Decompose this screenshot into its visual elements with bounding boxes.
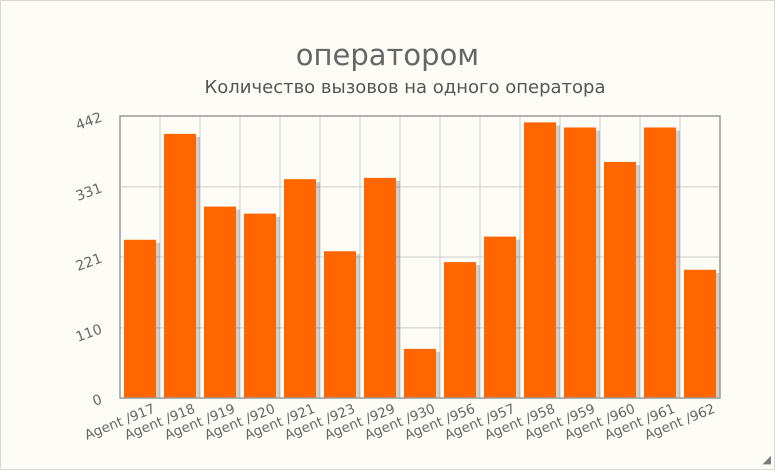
- bar: [244, 213, 276, 398]
- bar: [444, 262, 476, 398]
- y-tick-label: 331: [74, 181, 105, 205]
- bar: [604, 161, 636, 398]
- bar: [684, 269, 716, 398]
- y-tick-label: 110: [74, 322, 105, 346]
- plot-border: [119, 115, 721, 399]
- resize-grip-icon[interactable]: ◢: [762, 453, 771, 466]
- bar: [284, 179, 316, 398]
- y-tick-label: 0: [91, 392, 105, 410]
- bar: [484, 236, 516, 398]
- bar: [204, 206, 236, 398]
- bar: [324, 251, 356, 398]
- y-tick-label: 442: [74, 110, 105, 134]
- y-tick-label: 221: [74, 251, 105, 275]
- bar: [564, 127, 596, 398]
- chart-subtitle: Количество вызовов на одного оператора: [204, 77, 606, 98]
- bar: [364, 177, 396, 398]
- bar: [164, 133, 196, 398]
- bar: [644, 127, 676, 398]
- bar: [404, 348, 436, 398]
- chart-title: операторoм: [295, 38, 480, 72]
- bar: [524, 122, 556, 398]
- bar: [124, 239, 156, 398]
